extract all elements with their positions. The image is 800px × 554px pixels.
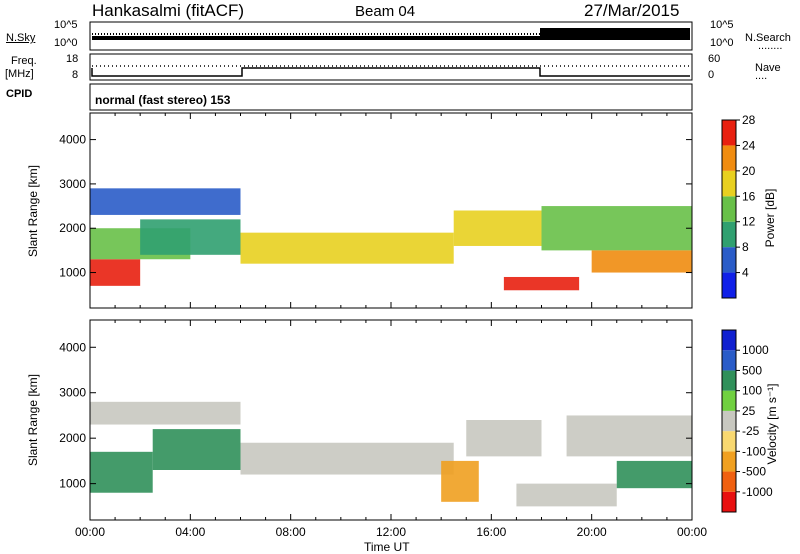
echo-band-0-7 — [541, 206, 692, 251]
xtick-label-5: 20:00 — [577, 525, 607, 539]
echo-band-1-0 — [90, 451, 153, 493]
colorbar-ticklabel-velocity-5: 100 — [742, 384, 762, 398]
freq-tick-lo: 8 — [72, 69, 79, 81]
colorbar-velocity-swatch-0 — [722, 491, 736, 512]
colorbar-velocity-swatch-8 — [722, 330, 736, 351]
echo-band-1-1 — [90, 401, 241, 425]
freq-trace — [91, 67, 690, 77]
ylabel-power-2000: 2000 — [59, 221, 86, 235]
colorbar-ticklabel-power-0: 4 — [742, 266, 749, 280]
echo-band-1-8 — [616, 460, 692, 489]
freq-strip-frame — [89, 53, 693, 81]
colorbar-velocity-swatch-6 — [722, 370, 736, 391]
nave-label: Nave — [755, 62, 781, 74]
nave-dots: .... — [755, 70, 768, 82]
noise-tick-left-lo: 10^0 — [54, 37, 78, 49]
ylabel-power-4000: 4000 — [59, 133, 86, 147]
colorbar-velocity-swatch-3 — [722, 431, 736, 452]
colorbar-power-swatch-6 — [722, 120, 736, 146]
mhz-label: [MHz] — [5, 68, 34, 80]
noise-strip-frame — [89, 21, 693, 51]
colorbar-power-swatch-5 — [722, 145, 736, 171]
colorbar-ticklabel-velocity-3: -25 — [742, 424, 760, 438]
noise-tick-right-lo: 10^0 — [710, 37, 734, 49]
colorbar-frame-velocity — [721, 329, 737, 513]
colorbar-ticklabel-velocity-4: 25 — [742, 404, 756, 418]
colorbar-ticklabel-power-4: 20 — [742, 164, 756, 178]
colorbar-power-swatch-1 — [722, 247, 736, 273]
colorbar-power-swatch-4 — [722, 170, 736, 197]
colorbar-ticklabel-velocity-0: -1000 — [742, 485, 773, 499]
nsearch-dots: ........ — [758, 40, 783, 52]
x-axis-title: Time UT — [364, 540, 410, 554]
colorbar-ticklabel-velocity-6: 500 — [742, 363, 762, 377]
xtick-label-6: 00:00 — [677, 525, 707, 539]
nave-tick-lo: 0 — [708, 69, 715, 81]
ylabel-velocity-1000: 1000 — [59, 477, 86, 491]
ylabel-velocity-3000: 3000 — [59, 386, 86, 400]
colorbar-ticklabel-power-5: 24 — [742, 138, 756, 152]
xtick-label-3: 12:00 — [376, 525, 406, 539]
beam-title: Beam 04 — [355, 3, 416, 20]
echo-band-0-3 — [140, 219, 241, 255]
colorbar-frame-power — [721, 119, 737, 299]
freq-label: Freq. — [11, 55, 37, 67]
echo-band-0-5 — [453, 210, 542, 246]
noise-high-segment — [540, 28, 690, 36]
colorbar-ticklabel-power-2: 12 — [742, 215, 756, 229]
colorbar-ticklabel-power-6: 28 — [742, 113, 756, 127]
nsearch-label: N.Search — [745, 32, 791, 44]
echo-band-1-2 — [152, 429, 241, 470]
colorbar-ticklabel-power-3: 16 — [742, 189, 756, 203]
colorbar-power-swatch-2 — [722, 221, 736, 248]
colorbar-ticklabel-velocity-1: -500 — [742, 465, 766, 479]
colorbar-ticklabel-power-1: 8 — [742, 240, 749, 254]
cpid-strip-frame — [89, 83, 693, 111]
cpid-label: CPID — [6, 88, 33, 100]
colorbar-velocity-swatch-5 — [722, 390, 736, 411]
ylabel-velocity-2000: 2000 — [59, 431, 86, 445]
ylabel-velocity-4000: 4000 — [59, 340, 86, 354]
nsky-label: N.Sky — [6, 32, 36, 44]
echo-band-1-7 — [566, 415, 692, 457]
station-title: Hankasalmi (fitACF) — [92, 1, 245, 20]
colorbar-ticklabel-velocity-2: -100 — [742, 444, 766, 458]
freq-tick-hi: 18 — [66, 53, 79, 65]
colorbar-power-swatch-0 — [722, 272, 736, 298]
xtick-label-0: 00:00 — [75, 525, 105, 539]
ylabel-power-1000: 1000 — [59, 266, 86, 280]
echo-band-1-6 — [516, 483, 617, 507]
echo-band-1-5 — [466, 420, 542, 457]
xtick-label-4: 16:00 — [476, 525, 506, 539]
xtick-label-2: 08:00 — [276, 525, 306, 539]
colorbar-velocity-swatch-4 — [722, 410, 736, 432]
nave-tick-hi: 60 — [708, 53, 721, 65]
noise-tick-right-hi: 10^5 — [710, 19, 734, 31]
echo-band-0-6 — [503, 276, 580, 291]
colorbar-velocity-swatch-7 — [722, 350, 736, 371]
date-title: 27/Mar/2015 — [584, 1, 680, 20]
echo-band-0-0 — [90, 259, 141, 286]
colorbar-velocity-swatch-2 — [722, 451, 736, 472]
colorbar-power-swatch-3 — [722, 196, 736, 222]
echo-band-1-4 — [441, 460, 479, 502]
cpid-value: normal (fast stereo) 153 — [95, 93, 231, 107]
noise-tick-left-hi: 10^5 — [54, 19, 78, 31]
colorbar-ticklabel-velocity-7: 1000 — [742, 343, 769, 357]
echo-band-0-4 — [240, 232, 454, 264]
echo-band-1-3 — [240, 442, 454, 475]
colorbar-velocity-swatch-1 — [722, 471, 736, 492]
echo-band-0-2 — [90, 188, 241, 215]
echo-band-0-8 — [591, 250, 692, 273]
ylabel-power-3000: 3000 — [59, 177, 86, 191]
xtick-label-1: 04:00 — [175, 525, 205, 539]
